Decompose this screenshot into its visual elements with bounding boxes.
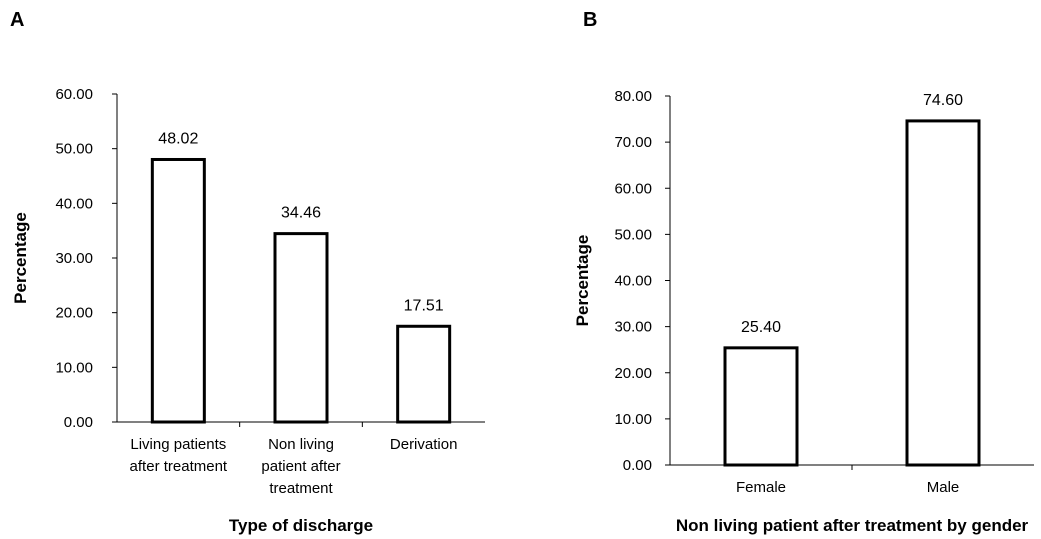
chart-panel-a: A 0.00 10.00 20.00 30.00 40.00 50.00 60.00 48.02…	[10, 9, 485, 535]
bar	[723, 346, 799, 467]
panel-label: A	[10, 9, 24, 31]
category-label: Living patients	[130, 436, 226, 453]
y-tick-label: 60.00	[55, 86, 93, 103]
data-label: 48.02	[158, 130, 198, 147]
y-tick-label: 10.00	[55, 359, 93, 376]
category-label: Non living	[268, 436, 334, 453]
category-label: Female	[736, 479, 786, 496]
y-tick-label: 10.00	[614, 411, 652, 428]
bar	[273, 232, 329, 424]
y-tick-label: 30.00	[614, 319, 652, 336]
bar	[396, 324, 452, 424]
chart-panel-b: B 0.00 10.00 20.00 30.00 40.00 50.00 60.00 70.00…	[573, 9, 1034, 535]
y-tick-label: 50.00	[55, 141, 93, 158]
y-tick-label: 40.00	[55, 195, 93, 212]
y-tick-label: 80.00	[614, 88, 652, 105]
category-label: Derivation	[390, 436, 458, 453]
bar	[905, 119, 981, 467]
y-tick-label: 0.00	[64, 414, 93, 431]
panel-label: B	[583, 9, 597, 31]
data-label: 25.40	[741, 319, 781, 336]
y-axis-title: Percentage	[573, 235, 592, 327]
y-tick-label: 30.00	[55, 250, 93, 267]
category-label: after treatment	[130, 458, 228, 475]
y-tick-label: 40.00	[614, 273, 652, 290]
y-tick-label: 60.00	[614, 180, 652, 197]
data-label: 34.46	[281, 205, 321, 222]
category-label: patient after	[261, 458, 340, 475]
x-axis-title: Non living patient after treatment by ge…	[676, 516, 1029, 535]
y-tick-label: 50.00	[614, 226, 652, 243]
y-tick-label: 0.00	[623, 457, 652, 474]
data-label: 74.60	[923, 92, 963, 109]
category-label: treatment	[269, 480, 333, 497]
category-label: Male	[927, 479, 960, 496]
data-label: 17.51	[404, 297, 444, 314]
y-tick-label: 20.00	[55, 305, 93, 322]
x-axis-title: Type of discharge	[229, 516, 373, 535]
y-tick-label: 70.00	[614, 134, 652, 151]
y-axis-title: Percentage	[11, 212, 30, 304]
bar	[150, 157, 206, 424]
y-tick-label: 20.00	[614, 365, 652, 382]
